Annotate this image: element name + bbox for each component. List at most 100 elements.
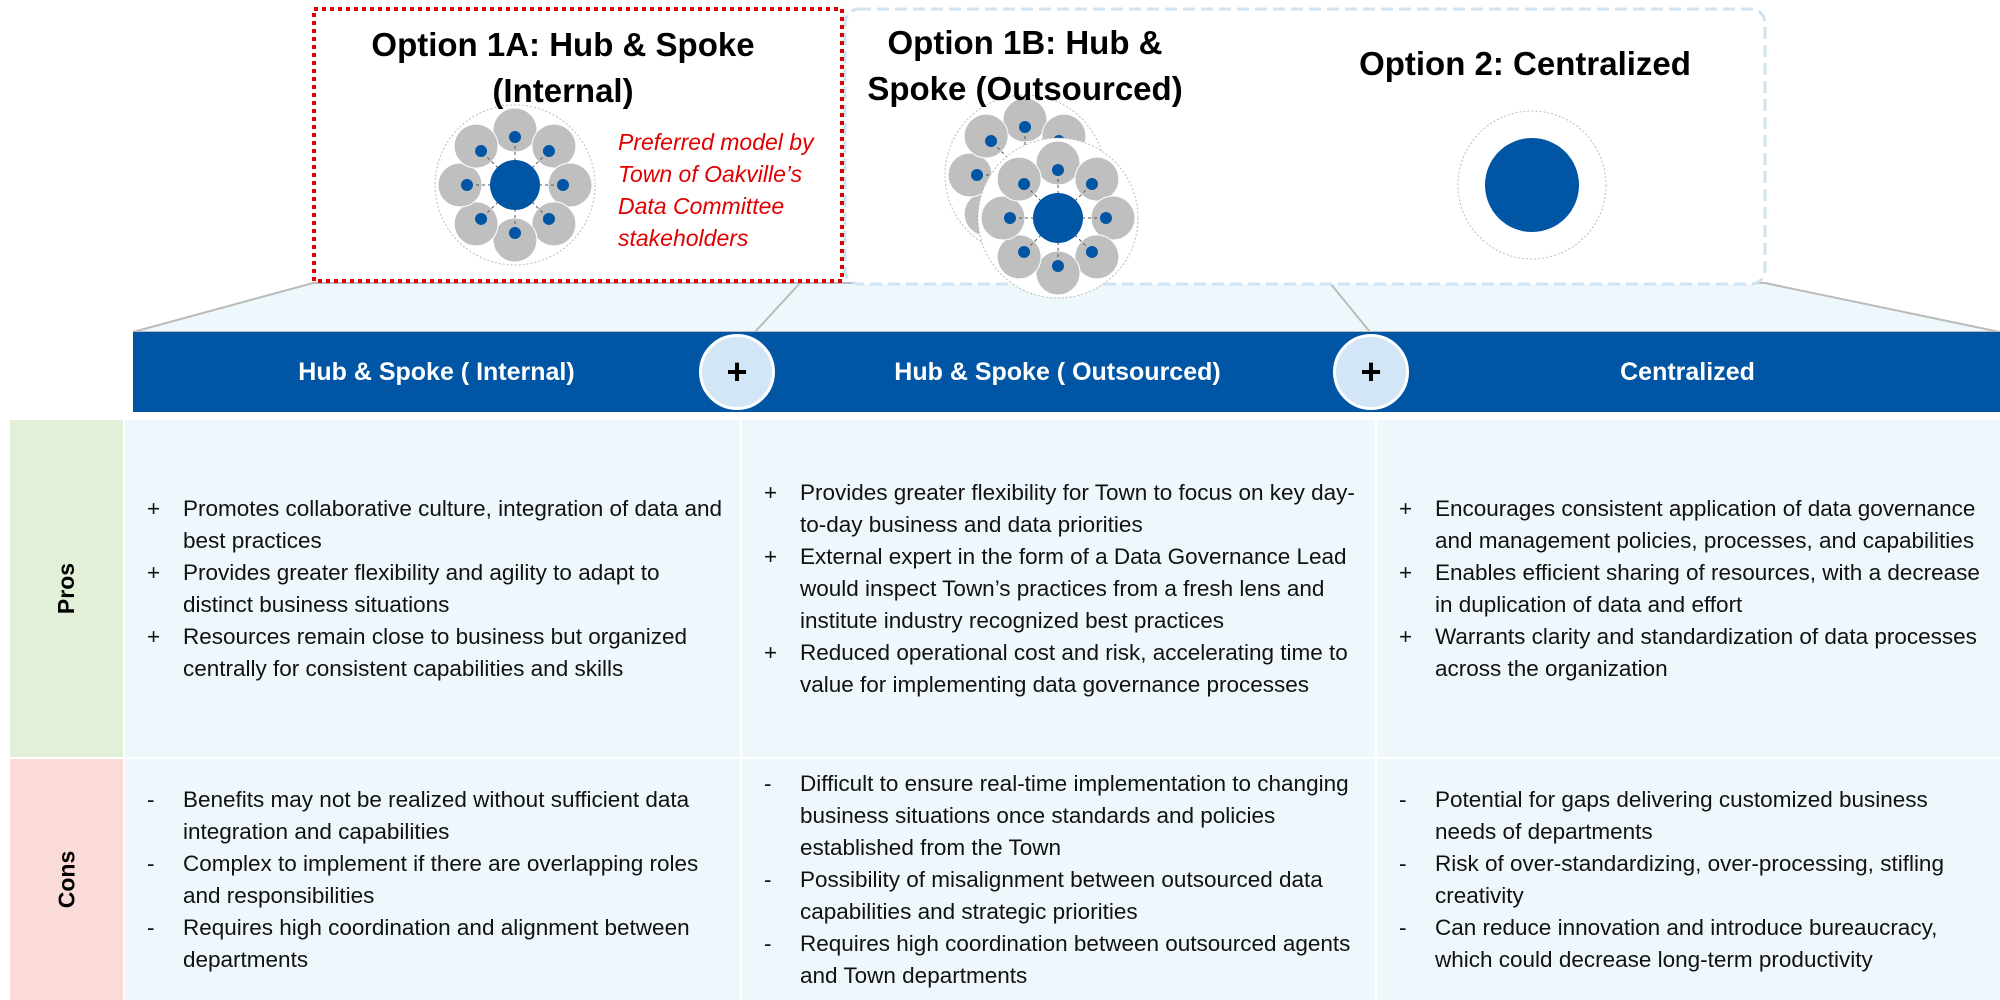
spoke-dot: [542, 145, 555, 158]
spoke-dot: [475, 145, 488, 158]
bullet-marker: -: [147, 786, 155, 812]
bullet-text: Encourages consistent application of dat…: [1435, 495, 1976, 553]
bullet-marker: -: [764, 930, 772, 956]
bullet-marker: +: [764, 639, 778, 665]
funnel-line: [1329, 282, 1371, 333]
spoke-dot: [1004, 212, 1016, 224]
spoke: [963, 113, 1009, 159]
spoke-dot: [509, 131, 521, 143]
cell: - Difficult to ensure real-time implement…: [742, 759, 1375, 1000]
bullet: + Resources remain close to business but …: [147, 621, 726, 685]
bullet-text: Possibility of misalignment between outs…: [800, 866, 1323, 924]
spoke-dot: [1052, 164, 1064, 176]
spoke: [996, 234, 1042, 280]
spoke-dot: [1085, 178, 1098, 191]
bullet-text: Promotes collaborative culture, integrat…: [183, 495, 723, 553]
spoke-dot: [1100, 212, 1112, 224]
bullet-marker: +: [147, 623, 161, 649]
row-label-text: Pros: [52, 562, 79, 615]
option-title: Option 1B: Hub & Spoke (Outsourced): [867, 24, 1183, 107]
cell: + Promotes collaborative culture, integra…: [125, 420, 740, 757]
bullet: + Reduced operational cost and risk, acce…: [764, 637, 1361, 701]
spoke: [453, 201, 499, 247]
spoke: [531, 201, 577, 247]
column-header: Hub & Spoke ( Internal): [298, 357, 575, 386]
column-header: Centralized: [1620, 357, 1755, 386]
connector: +: [699, 334, 775, 410]
bullet: - Potential for gaps delivering customize…: [1399, 784, 1986, 848]
bullet: - Requires high coordination and alignmen…: [147, 912, 726, 976]
spoke: [996, 156, 1042, 202]
bullet-text: Resources remain close to business but o…: [183, 623, 688, 681]
bullet: - Can reduce innovation and introduce bur…: [1399, 912, 1986, 976]
bullet-text: Complex to implement if there are overla…: [183, 850, 699, 908]
bullet-marker: -: [1399, 914, 1407, 940]
bullet-marker: +: [1399, 623, 1413, 649]
spoke-dot: [542, 212, 555, 225]
spoke: [1090, 195, 1136, 241]
spoke: [453, 123, 499, 169]
bullet-text: Can reduce innovation and introduce bure…: [1435, 914, 1938, 972]
spoke-dot: [461, 179, 473, 191]
bullet-text: Provides greater flexibility for Town to…: [800, 479, 1355, 537]
column-header: Hub & Spoke ( Outsourced): [894, 357, 1221, 386]
spoke-dot: [475, 212, 488, 225]
bullet-text: Reduced operational cost and risk, accel…: [800, 639, 1348, 697]
spoke: [1035, 250, 1081, 296]
bullet-text: Potential for gaps delivering customized…: [1435, 786, 1928, 844]
spoke: [437, 162, 483, 208]
bullet-text: Provides greater flexibility and agility…: [183, 559, 660, 617]
spoke-dot: [1018, 245, 1031, 258]
funnel-line: [754, 282, 801, 333]
hub: [490, 160, 540, 210]
spoke: [531, 123, 577, 169]
spoke: [1074, 234, 1120, 280]
spoke: [492, 217, 538, 263]
row-label: Pros: [10, 420, 123, 757]
bullet-marker: +: [764, 543, 778, 569]
connector: +: [1333, 334, 1409, 410]
bullet: + Provides greater flexibility and agilit…: [147, 557, 726, 621]
bullet-text: Requires high coordination and alignment…: [183, 914, 690, 972]
bullet-marker: +: [1399, 495, 1413, 521]
bullet-marker: -: [147, 850, 155, 876]
bullet: - Benefits may not be realized without su…: [147, 784, 726, 848]
header-bar: [133, 332, 2000, 412]
bullet: - Requires high coordination between outs…: [764, 928, 1361, 992]
spoke-dot: [509, 227, 521, 239]
option-title: Option 1A: Hub & Spoke (Internal): [371, 26, 755, 109]
cell: + Provides greater flexibility for Town t…: [742, 420, 1375, 757]
spoke-dot: [1019, 121, 1031, 133]
row-label: Cons: [10, 759, 123, 1000]
bullet-marker: +: [1399, 559, 1413, 585]
bullet-text: Enables efficient sharing of resources, …: [1435, 559, 1980, 617]
bullet-text: Benefits may not be realized without suf…: [183, 786, 690, 844]
option-title: Option 2: Centralized: [1359, 45, 1691, 82]
spoke-dot: [985, 135, 998, 148]
bullet: - Possibility of misalignment between out…: [764, 864, 1361, 928]
bullet-text: External expert in the form of a Data Go…: [800, 543, 1347, 633]
spoke: [547, 162, 593, 208]
cell: + Encourages consistent application of da…: [1377, 420, 2000, 757]
bullet: + Enables efficient sharing of resources,…: [1399, 557, 1986, 621]
cell: - Benefits may not be realized without su…: [125, 759, 740, 1000]
note: Preferred model by Town of Oakville’s Da…: [618, 129, 814, 251]
bullet-marker: -: [764, 866, 772, 892]
spoke: [980, 195, 1026, 241]
spoke-dot: [1052, 260, 1064, 272]
hub: [1033, 193, 1083, 243]
spoke-dot: [971, 169, 983, 181]
bullet-text: Risk of over-standardizing, over-process…: [1435, 850, 1944, 908]
spoke: [492, 107, 538, 153]
cell: - Potential for gaps delivering customize…: [1377, 759, 2000, 1000]
bullet: + Provides greater flexibility for Town t…: [764, 477, 1361, 541]
bullet: + Promotes collaborative culture, integra…: [147, 493, 726, 557]
bullet-marker: +: [147, 495, 161, 521]
bullet: - Complex to implement if there are overl…: [147, 848, 726, 912]
spoke: [1035, 140, 1081, 186]
icons: [434, 94, 1607, 299]
bullet: - Risk of over-standardizing, over-proces…: [1399, 848, 1986, 912]
bullet-text: Requires high coordination between outso…: [800, 930, 1351, 988]
